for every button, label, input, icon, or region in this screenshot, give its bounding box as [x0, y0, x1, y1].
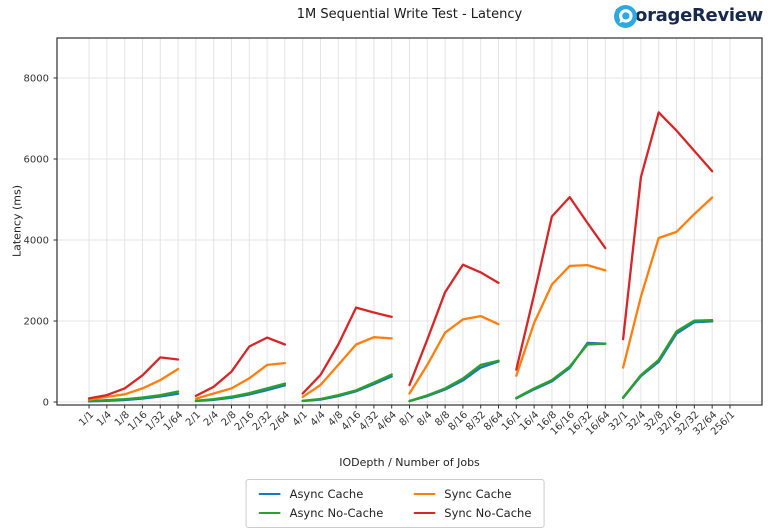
- x-tick-label: 4/4: [309, 409, 328, 428]
- x-tick-label: 2/16: [233, 409, 257, 433]
- sync-no-cache-line-swatch: [413, 511, 436, 515]
- x-tick-label: 32/4: [624, 409, 648, 433]
- x-tick-label: 8/4: [415, 409, 434, 428]
- legend-label: Sync Cache: [444, 487, 512, 501]
- legend-label: Async No-Cache: [289, 506, 384, 520]
- y-tick-label: 4000: [24, 236, 49, 247]
- async-cache-line-swatch: [258, 492, 281, 496]
- storagereview-logo-icon: [614, 5, 638, 28]
- series-line-sync-cache: [87, 196, 714, 401]
- async-no-cache-line-swatch: [258, 511, 281, 515]
- plot-frame: [56, 37, 763, 406]
- x-tick-label: 16/1: [500, 409, 524, 433]
- x-tick-label: 8/32: [464, 409, 488, 433]
- series-line-sync-no-cache: [87, 111, 714, 400]
- x-tick-label: 8/1: [398, 409, 417, 428]
- y-tick-label: 6000: [24, 155, 49, 166]
- x-tick-label: 1/64: [162, 409, 186, 433]
- brand-name: StorageReview: [614, 5, 763, 26]
- legend-label: Async Cache: [289, 487, 364, 501]
- legend: Async Cache Async No-Cache Sync Cache Sy…: [245, 479, 545, 528]
- y-tick-label: 0: [43, 398, 49, 409]
- series-line-async-no-cache: [87, 319, 714, 403]
- x-tick-label: 2/64: [268, 409, 292, 433]
- chart-title: 1M Sequential Write Test - Latency: [296, 7, 523, 22]
- x-tick-label: 1/32: [144, 409, 168, 433]
- legend-item-async-no-cache: Async No-Cache: [258, 506, 384, 520]
- x-axis-label: IODepth / Number of Jobs: [339, 456, 480, 469]
- legend-label: Sync No-Cache: [444, 506, 532, 520]
- y-tick-label: 8000: [24, 74, 49, 85]
- series-line-async-cache: [87, 320, 714, 403]
- x-tick-label: 8/16: [446, 409, 470, 433]
- x-tick-label: 4/16: [340, 409, 364, 433]
- x-tick-label: 16/4: [518, 409, 542, 433]
- x-tick-label: 4/1: [291, 409, 310, 428]
- legend-item-sync-no-cache: Sync No-Cache: [413, 506, 531, 520]
- x-tick-label: 2/32: [251, 409, 275, 433]
- legend-item-async-cache: Async Cache: [258, 487, 384, 501]
- x-tick-label: 32/1: [607, 409, 631, 433]
- x-tick-label: 4/64: [375, 409, 399, 433]
- x-tick-label: 1/4: [95, 409, 114, 428]
- y-axis-label: Latency (ms): [10, 184, 24, 258]
- sync-cache-line-swatch: [413, 492, 436, 496]
- gridlines: [57, 38, 762, 405]
- x-tick-label: 2/4: [202, 409, 221, 428]
- legend-item-sync-cache: Sync Cache: [413, 487, 531, 501]
- x-tick-label: 8/64: [482, 409, 506, 433]
- storagereview-logo: StorageReview: [614, 5, 763, 28]
- y-tick-label: 2000: [24, 317, 49, 328]
- x-tick-label: 1/1: [77, 409, 96, 428]
- x-tick-label: 1/16: [126, 409, 150, 433]
- x-tick-label: 2/1: [184, 409, 203, 428]
- x-tick-label: 4/32: [357, 409, 381, 433]
